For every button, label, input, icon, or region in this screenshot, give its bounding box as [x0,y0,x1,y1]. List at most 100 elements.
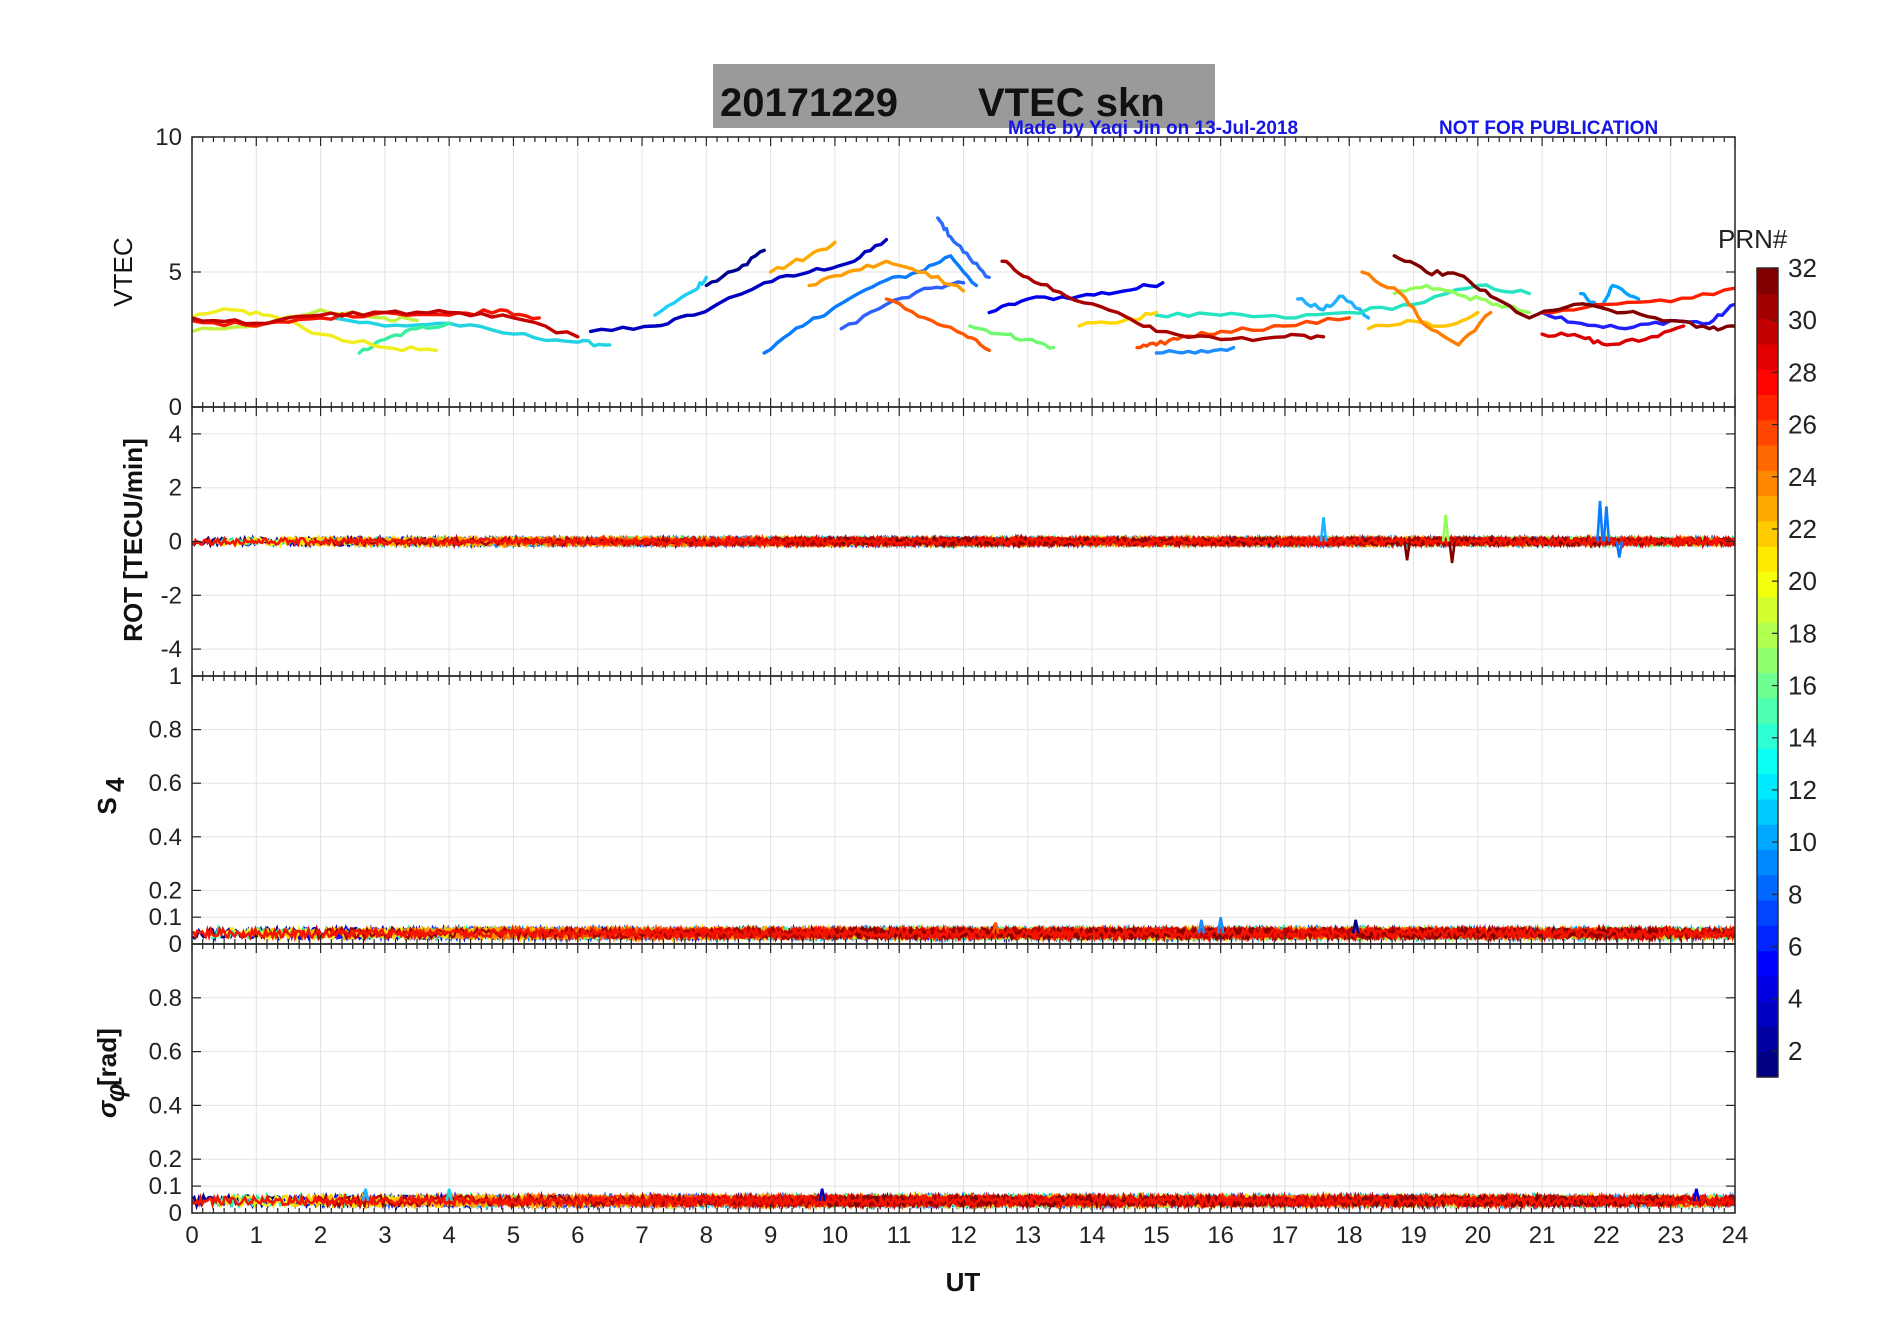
colorbar-segment [1757,444,1778,471]
colorbar-tick-label: 4 [1788,984,1802,1014]
colorbar-segment [1757,394,1778,421]
x-tick-label: 4 [442,1222,455,1249]
colorbar-segment [1757,419,1778,446]
y-tick-label: -4 [161,636,182,663]
data-group [192,501,1735,564]
series-line [1000,259,1326,343]
credit-left: Made by Yaqi Jin on 13-Jul-2018 [1008,118,1298,139]
colorbar-tick-label: 28 [1788,357,1817,387]
spike [1448,541,1456,564]
x-tick-label: 13 [1014,1222,1041,1249]
spike [1403,541,1411,561]
y-tick-label: 0.6 [149,770,182,797]
colorbar-segment [1757,621,1778,648]
series-line [1296,294,1371,320]
x-tick-labels: 0 1 2 3 4 5 6 7 8 9 10 11 12 13 14 15 16 17 18 19 20 21 22 23 24 [185,1222,1748,1249]
series-line [1154,345,1236,355]
vtec-ylabel: VTEC [108,237,138,306]
series-line [884,297,991,352]
colorbar-segment [1757,647,1778,674]
colorbar-segment [1757,748,1778,775]
spike [1692,1188,1701,1202]
y-tick-label: 0.8 [149,717,182,744]
colorbar-segment [1757,268,1778,294]
y-tick-label: 0 [169,931,182,958]
y-tick-label: 0 [169,529,182,556]
series-line [1154,283,1531,320]
colorbar-tick-label: 24 [1788,462,1817,492]
y-tick-label: 2 [169,475,182,502]
colorbar-segment [1757,773,1778,800]
colorbar-segment [1757,596,1778,623]
data-group [192,916,1735,944]
y-tick-label: 0.1 [149,904,182,931]
x-tick-label: 3 [378,1222,391,1249]
x-tick-label: 22 [1593,1222,1620,1249]
colorbar-segment [1757,697,1778,724]
colorbar-tick-label: 16 [1788,671,1817,701]
y-tick-label: -2 [161,582,182,609]
colorbar-frame [1756,267,1779,1078]
series-line [1077,310,1159,328]
x-tick-label: 8 [700,1222,713,1249]
sigma-ylabel-unit: [rad] [92,1028,122,1086]
x-tick-label: 9 [764,1222,777,1249]
series-line [936,216,991,280]
colorbar-tick-label: 14 [1788,723,1817,753]
colorbar-segment [1757,723,1778,749]
x-tick-label: 12 [950,1222,977,1249]
series-line [1579,283,1641,309]
x-tick-label: 6 [571,1222,584,1249]
colorbar-segment [1757,975,1778,1002]
series-line [653,275,708,317]
spike [1351,919,1360,934]
y-ticks: -4 -2 0 2 4 [161,421,1735,663]
x-tick-label: 1 [250,1222,263,1249]
colorbar-segment [1757,874,1778,901]
panel-vtec: 0 5 10 [155,124,1736,421]
y-tick-label: 0.1 [149,1173,182,1200]
noise-trace-main [192,533,1735,550]
data-group [192,216,1735,355]
colorbar-segment [1757,520,1778,547]
y-tick-label: 0.2 [149,877,182,904]
s4-ylabel: S 4 [92,777,130,815]
y-tick-label: 4 [169,421,182,448]
series-line [968,324,1056,350]
colorbar-tick-label: 32 [1788,253,1817,283]
grid-lines [192,944,1735,1213]
data-group [192,1188,1735,1211]
x-tick-label: 21 [1529,1222,1556,1249]
sigma-ylabel-main: σ [92,1099,122,1118]
series-line [1540,324,1686,347]
colorbar-title: PRN# [1718,224,1788,254]
title-box [713,64,1215,128]
spike [445,1188,453,1202]
x-tick-label: 2 [314,1222,327,1249]
series-line [588,237,889,334]
credit-right: NOT FOR PUBLICATION [1439,118,1658,139]
colorbar-segment [1757,293,1778,320]
y-tick-label: 1 [169,663,182,690]
colorbar-segment [1757,470,1778,497]
grid-lines [192,407,1735,676]
colorbar-tick-label: 30 [1788,305,1817,335]
series-line [987,281,1165,315]
series-line [762,254,979,355]
colorbar-segment [1757,318,1778,345]
spike [1319,517,1328,542]
series-line [1392,254,1735,332]
y-tick-label: 5 [169,259,182,286]
colorbar-segment [1757,824,1778,851]
x-tick-label: 7 [635,1222,648,1249]
y-tick-label: 0.6 [149,1039,182,1066]
x-tick-label: 14 [1079,1222,1106,1249]
x-tick-label: 24 [1722,1222,1749,1249]
colorbar-tick-label: 8 [1788,879,1802,909]
colorbar-segment [1757,343,1778,370]
spike [1596,501,1604,542]
series-line [807,259,966,293]
rot-ylabel: ROT [TECU/min] [118,438,148,642]
series-line [1366,310,1480,331]
